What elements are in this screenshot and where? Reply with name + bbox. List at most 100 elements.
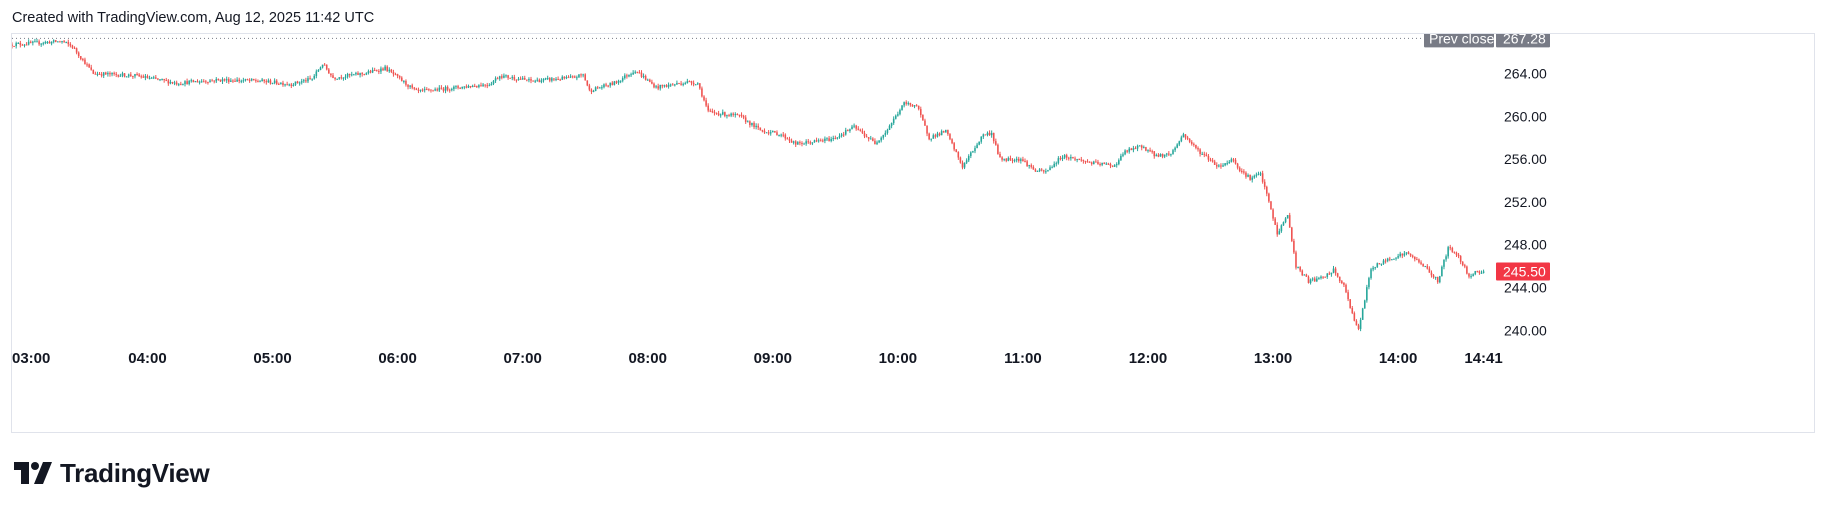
candle-body [1143,147,1145,149]
candle-body [1297,267,1299,269]
candle-body [509,77,511,79]
candle-body [365,73,368,75]
candle-body [1105,163,1108,165]
candle-body [1255,174,1258,176]
candle-body [644,76,647,80]
candle-body [649,79,651,82]
candle-body [680,83,682,85]
candle-body [328,69,330,74]
candle-body [257,81,259,83]
candle-body [1282,222,1285,226]
candle-body [1130,148,1133,151]
candle-body [1322,276,1324,278]
candle-body [52,40,55,42]
candle-body [465,86,468,88]
candle-body [455,86,457,88]
candle-body [1455,252,1458,255]
candle-body [876,142,878,144]
candle-body [428,89,430,91]
candle-body [544,78,547,80]
candle-body [507,75,509,78]
candle-body [1403,253,1406,256]
chart-pane[interactable]: 264.00 260.00 256.00 252.00 248.00 244.00 240.… [11,33,1815,433]
candle-body [334,78,336,80]
candle-body [1151,151,1153,153]
candle-body [1226,163,1228,165]
candle-body [192,80,195,83]
candle-body [719,114,722,116]
candle-body [330,73,332,76]
candle-body [767,132,770,134]
x-tick-label: 09:00 [754,350,792,367]
candle-body [1461,261,1464,266]
price-chart[interactable]: 264.00 260.00 256.00 252.00 248.00 244.00 240.… [12,34,1816,434]
time-axis[interactable]: 03:00 04:00 05:00 06:00 07:00 08:00 09:00 10:00… [12,350,1503,367]
candle-body [467,85,470,88]
candle-body [772,130,774,133]
candle-body [782,134,785,136]
candle-body [955,149,958,152]
candle-body [1480,272,1483,274]
candle-body [280,82,282,84]
candle-body [1405,252,1408,254]
candle-body [753,122,755,128]
candle-body [1472,274,1474,277]
candle-body [473,85,476,87]
tradingview-logo[interactable]: TradingView [14,458,210,488]
candle-body [1411,255,1414,257]
candle-body [1011,159,1014,161]
candle-body [1038,169,1041,171]
candle-body [1382,260,1385,264]
candle-body [1370,269,1372,279]
candle-body [803,143,805,145]
candle-body [1422,263,1424,267]
candle-body [598,87,601,89]
candle-body [909,103,912,105]
candle-body [905,102,908,104]
candle-body [576,77,578,79]
candle-body [54,40,57,42]
candle-body [32,41,34,43]
candle-body [1178,141,1181,145]
candle-body [1040,169,1043,171]
y-tick-label: 240.00 [1504,322,1547,338]
candle-body [1276,224,1279,235]
candle-body [826,138,828,140]
candle-body [988,132,991,136]
candle-body [498,76,501,79]
candle-body [1482,271,1485,273]
candle-body [140,76,143,78]
candle-body [682,83,684,85]
candle-body [123,73,126,77]
candle-body [273,80,276,83]
candle-body [880,137,882,141]
candle-body [1430,272,1433,276]
candle-body [363,74,366,76]
candle-body [755,125,757,128]
candle-body [1261,173,1264,182]
candle-body [1334,268,1337,274]
candle-body [1005,158,1008,161]
candle-body [732,113,734,115]
candle-body [388,69,391,72]
current-price-text: 245.50 [1503,263,1546,279]
price-axis[interactable]: 264.00 260.00 256.00 252.00 248.00 244.00 240.… [1504,65,1547,338]
candle-body [480,85,482,87]
candle-body [109,73,111,75]
candle-body [1272,209,1274,219]
candle-body [1222,165,1224,167]
candle-body [1149,150,1151,152]
candle-body [490,83,493,86]
candle-body [761,130,764,132]
candle-body [25,44,28,46]
candle-body [701,88,703,97]
candle-body [759,127,762,131]
candle-body [146,76,149,79]
candle-body [559,79,561,81]
candle-body [1378,263,1381,265]
candle-body [230,80,232,82]
candle-body [642,76,645,78]
candle-body [423,89,426,91]
candle-body [1420,262,1422,264]
candle-body [519,78,522,80]
